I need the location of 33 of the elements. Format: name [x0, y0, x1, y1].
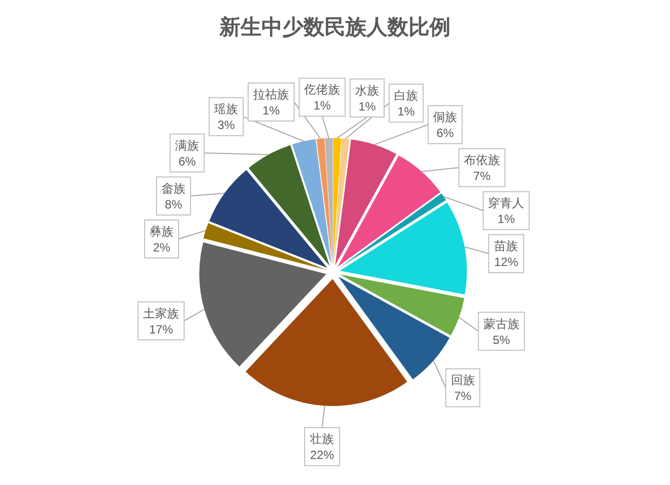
- slice-label: 蒙古族: [483, 316, 520, 331]
- slice-label: 水族: [355, 83, 380, 98]
- slice-label: 布依族: [464, 153, 500, 168]
- data-label: 7%: [454, 389, 472, 404]
- slice-label: 满族: [175, 138, 200, 152]
- slice-label: 壮族: [309, 432, 334, 446]
- slice-label: 土家族: [143, 306, 180, 320]
- data-label: 17%: [149, 322, 174, 336]
- slice-label: 穿青人: [488, 196, 524, 210]
- data-label: 1%: [498, 212, 516, 226]
- slice-label: 瑶族: [214, 102, 238, 116]
- data-label: 8%: [164, 197, 183, 212]
- data-label: 6%: [178, 154, 196, 168]
- slice-label: 白族: [394, 88, 418, 103]
- data-label: 2%: [152, 240, 171, 254]
- title: 新生中少数民族人数比例: [220, 15, 450, 39]
- data-label: 22%: [310, 448, 334, 462]
- slice-label: 回族: [450, 373, 475, 388]
- data-label: 12%: [494, 255, 519, 270]
- slice-label: 拉祜族: [253, 88, 290, 102]
- slice-label: 仡佬族: [303, 82, 340, 97]
- data-label: 1%: [262, 104, 280, 118]
- data-label: 7%: [473, 169, 491, 184]
- slice-label: 苗族: [494, 239, 518, 254]
- data-label: 6%: [436, 126, 454, 140]
- data-label: 1%: [358, 99, 376, 114]
- slice-label: 畲族: [162, 181, 186, 196]
- slice-label: 彝族: [150, 224, 174, 238]
- data-label: 1%: [398, 104, 416, 119]
- data-label: 1%: [314, 98, 332, 113]
- slice-label: 侗族: [433, 110, 458, 124]
- data-label: 5%: [492, 332, 510, 347]
- data-label: 3%: [218, 118, 236, 132]
